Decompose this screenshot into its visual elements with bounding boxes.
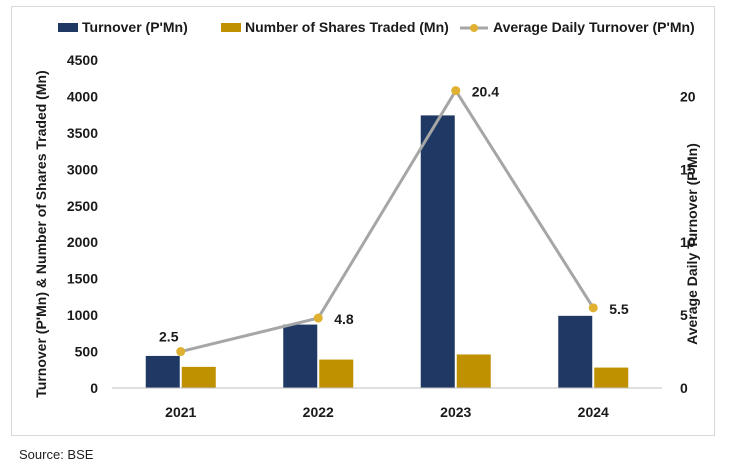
line-point-2022 <box>313 313 323 323</box>
y-tick-label: 1500 <box>67 271 98 287</box>
y2-axis-title: Average Daily Turnover (P'Mn) <box>684 143 700 345</box>
data-label: 20.4 <box>472 84 499 100</box>
y-axis-title: Turnover (P'Mn) & Number of Shares Trade… <box>33 70 49 397</box>
x-tick-label: 2024 <box>578 404 609 420</box>
y2-tick-label: 20 <box>680 88 696 104</box>
bar-turnover-2024 <box>558 315 593 388</box>
y2-tick-label: 0 <box>680 380 688 396</box>
legend-label: Turnover (P'Mn) <box>82 19 188 35</box>
data-label: 2.5 <box>159 329 179 345</box>
y-tick-label: 3000 <box>67 161 98 177</box>
y-tick-label: 3500 <box>67 125 98 141</box>
legend-swatch-marker <box>470 24 478 32</box>
y-tick-label: 0 <box>90 380 98 396</box>
line-point-2023 <box>451 86 461 96</box>
legend-label: Average Daily Turnover (P'Mn) <box>493 19 695 35</box>
chart: 0 500 1000 1500 2000 2500 3000 3500 4000 4500 0 5 10… <box>33 19 700 420</box>
y2-tick-label: 10 <box>680 234 696 250</box>
y-tick-label: 2500 <box>67 198 98 214</box>
line-average-daily-turnover <box>180 87 595 354</box>
bar-turnover-2023 <box>420 115 455 388</box>
legend-swatch-shares <box>221 23 241 32</box>
y-tick-label: 4500 <box>67 52 98 68</box>
data-label: 4.8 <box>334 311 354 327</box>
y-tick-label: 2000 <box>67 234 98 250</box>
y-tick-label: 1000 <box>67 307 98 323</box>
y-tick-label: 4000 <box>67 88 98 104</box>
x-tick-label: 2021 <box>165 404 196 420</box>
bar-turnover-2021 <box>145 355 180 388</box>
chart-frame: 0 500 1000 1500 2000 2500 3000 3500 4000 4500 0 5 10… <box>11 6 715 436</box>
x-tick-label: 2023 <box>440 404 471 420</box>
y2-tick-label: 15 <box>680 161 696 177</box>
legend-swatch-turnover <box>58 23 78 32</box>
line-point-2021 <box>176 347 186 357</box>
bar-turnover-2022 <box>283 324 318 388</box>
y-tick-label: 500 <box>75 344 99 360</box>
line-point-2024 <box>588 303 598 313</box>
bar-shares-2024 <box>594 367 629 388</box>
source-note: Source: BSE <box>19 447 94 462</box>
bar-shares-2021 <box>181 366 216 388</box>
x-tick-label: 2022 <box>303 404 334 420</box>
data-label: 5.5 <box>609 301 629 317</box>
bar-shares-2023 <box>456 354 491 388</box>
y2-tick-label: 5 <box>680 307 688 323</box>
bar-shares-2022 <box>319 359 354 388</box>
legend-label: Number of Shares Traded (Mn) <box>245 19 449 35</box>
